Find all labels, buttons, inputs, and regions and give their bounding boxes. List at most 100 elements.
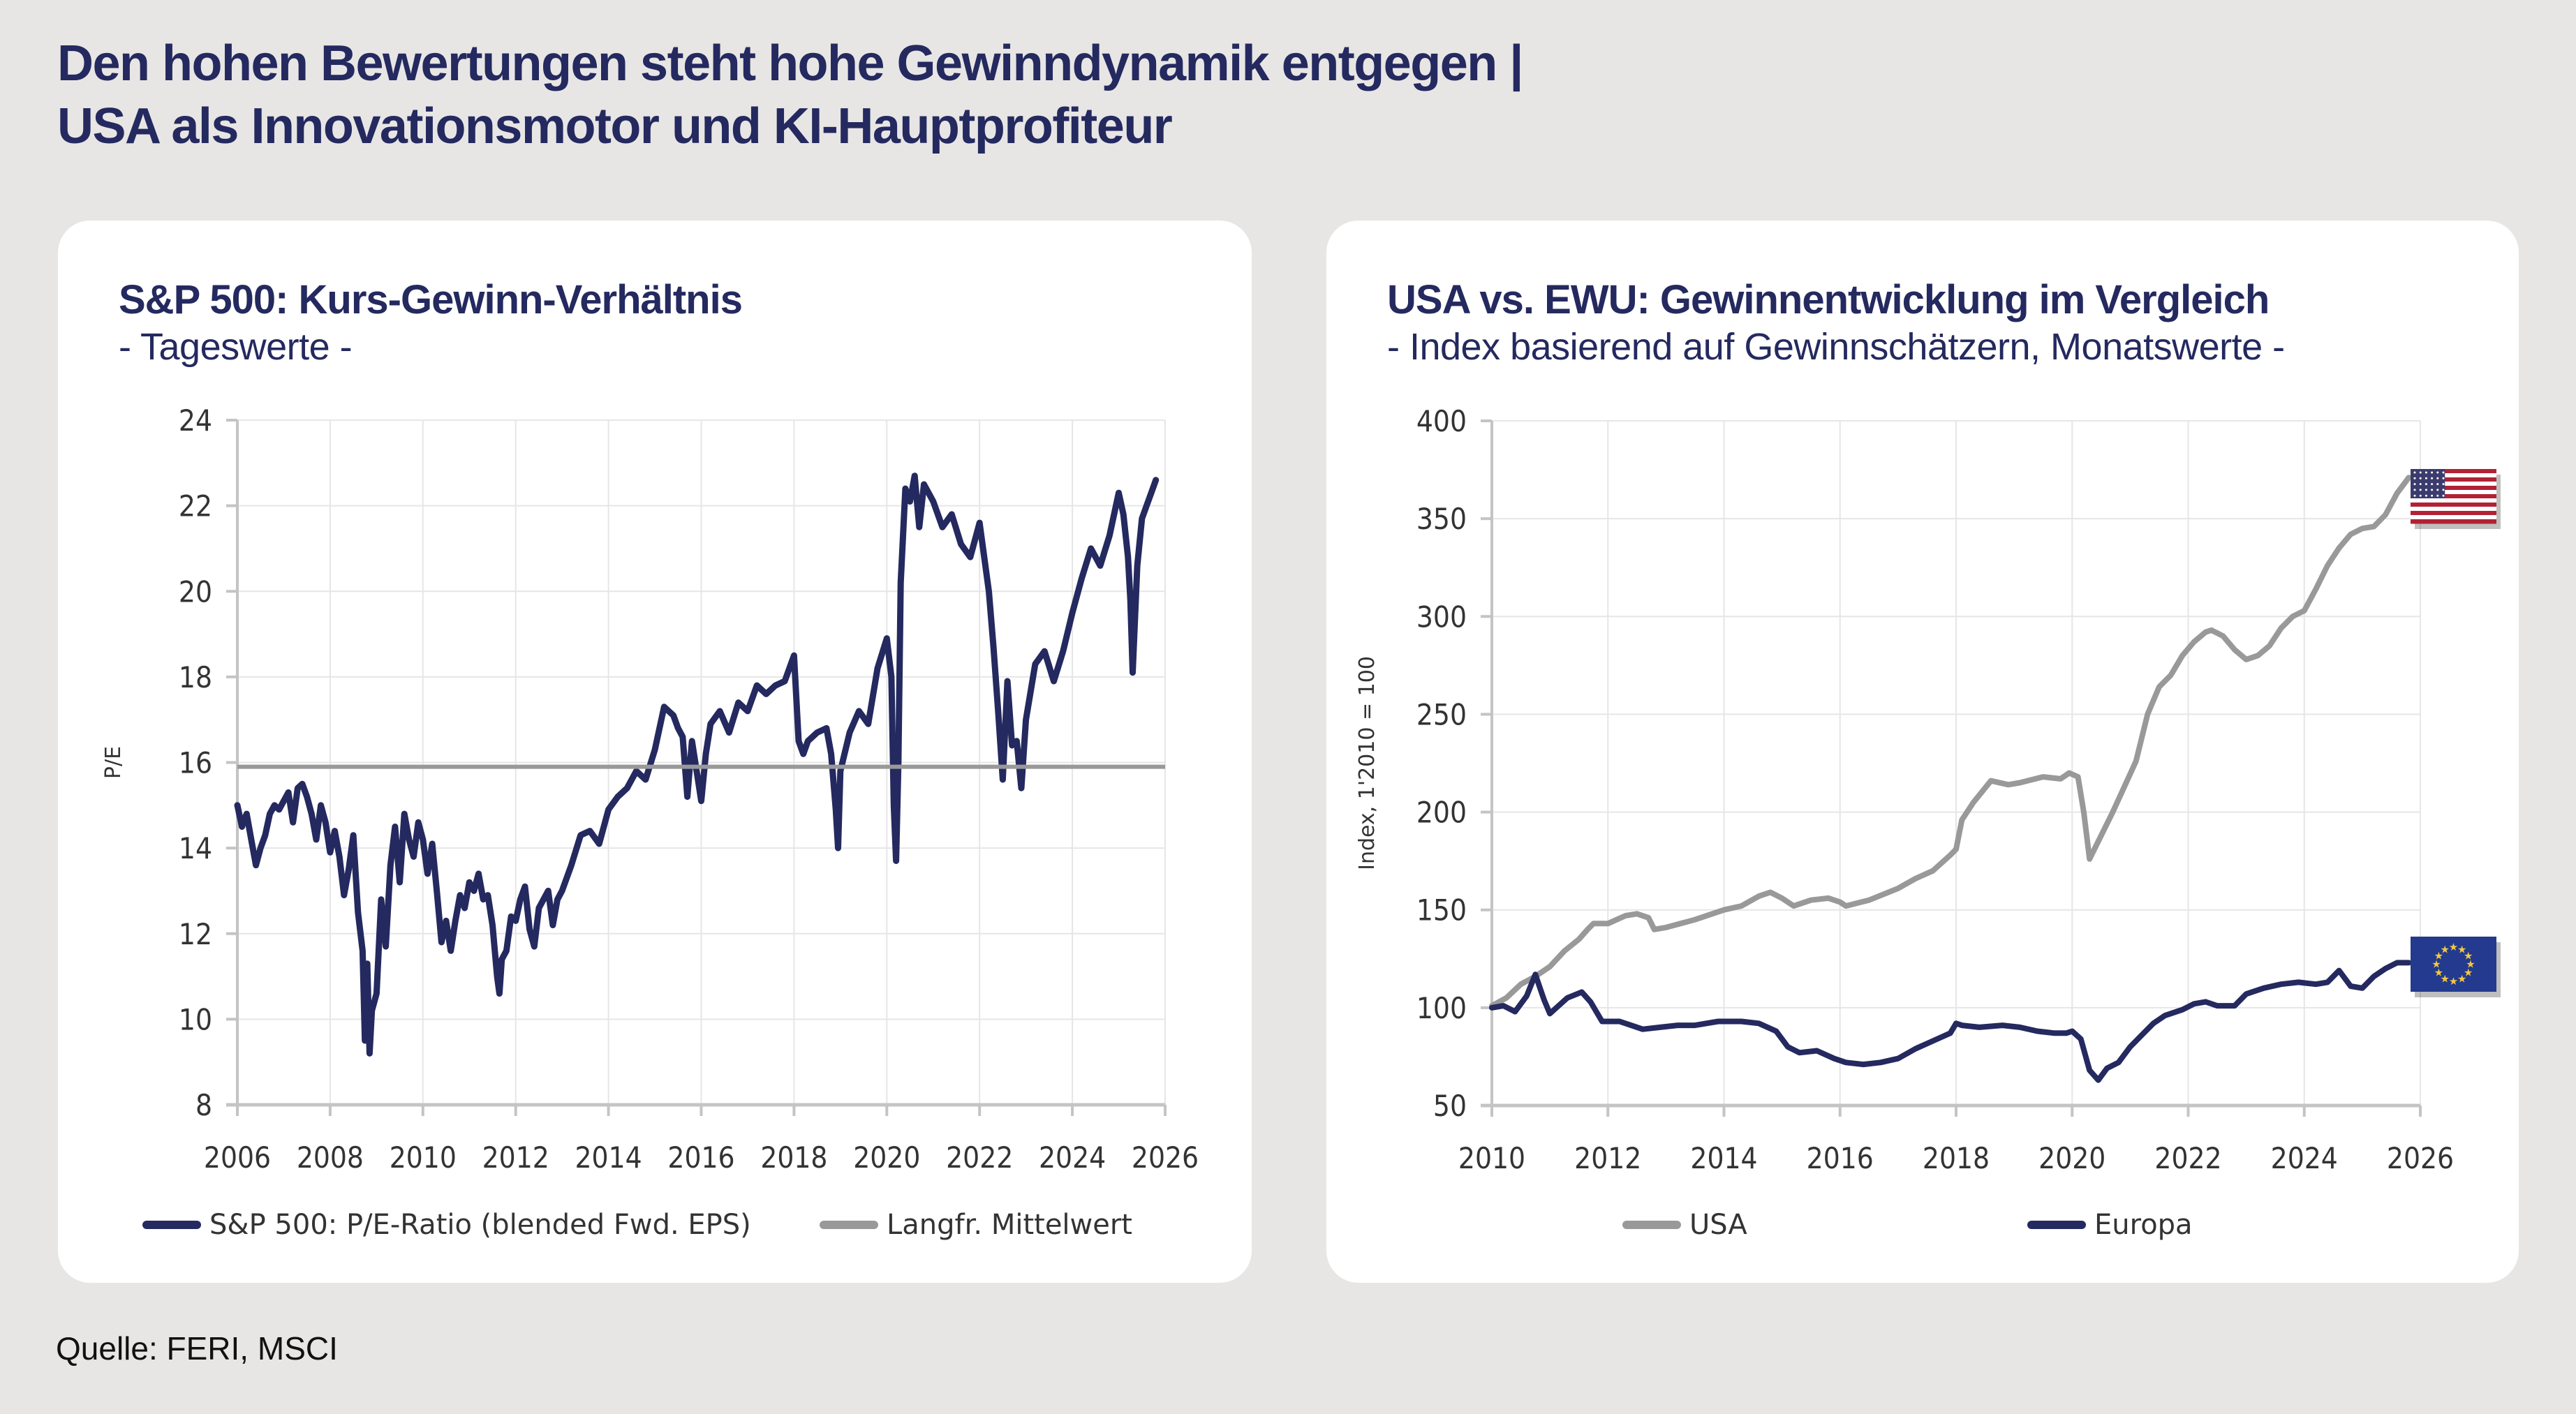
flag-star <box>2431 489 2434 491</box>
flag-star: ★ <box>2441 973 2450 985</box>
y-axis-label: Index, 1'2010 = 100 <box>1355 656 1379 870</box>
flag-stripe <box>2411 503 2496 507</box>
flag-star <box>2425 494 2427 497</box>
flag-star <box>2431 477 2434 479</box>
us-flag-icon <box>2411 469 2501 529</box>
x-tick-label: 2020 <box>2038 1141 2105 1175</box>
flag-star: ★ <box>2441 943 2450 955</box>
legend-label: Europa <box>2094 1209 2193 1241</box>
source-note: Quelle: FERI, MSCI <box>56 1330 338 1367</box>
flag-star <box>2419 471 2422 474</box>
y-tick-label: 400 <box>1416 404 1467 438</box>
page-title-line-1: Den hohen Bewertungen steht hohe Gewinnd… <box>57 36 1523 91</box>
flag-star: ★ <box>2466 958 2475 971</box>
x-tick-label: 2010 <box>390 1140 457 1175</box>
chart-subtitle: - Index basierend auf Gewinnschätzern, M… <box>1387 326 2285 368</box>
flag-star <box>2419 483 2422 486</box>
flag-star <box>2442 477 2445 479</box>
flag-star <box>2442 489 2445 491</box>
y-tick-label: 200 <box>1416 796 1467 830</box>
flag-stripe <box>2411 482 2496 486</box>
x-tick-label: 2020 <box>853 1140 920 1175</box>
series-line-s-p-500-p-e-ratio-blended-fwd-eps <box>234 472 1160 1057</box>
x-tick-label: 2006 <box>204 1140 271 1175</box>
x-tick-label: 2014 <box>575 1140 642 1175</box>
y-tick-label: 18 <box>179 660 212 694</box>
flag-star: ★ <box>2434 967 2443 979</box>
flag-star <box>2425 489 2427 491</box>
flag-star <box>2431 483 2434 486</box>
y-tick-label: 50 <box>1433 1089 1467 1123</box>
flag-star: ★ <box>2457 943 2466 955</box>
flag-stripe <box>2411 473 2496 478</box>
flag-star <box>2436 494 2439 497</box>
y-axis-label: P/E <box>101 746 126 779</box>
series-line-europa <box>1489 960 2412 1083</box>
y-tick-label: 8 <box>195 1088 212 1122</box>
series-line-usa <box>1489 475 2412 1009</box>
legend-label: Langfr. Mittelwert <box>887 1209 1132 1241</box>
y-tick-label: 300 <box>1416 600 1467 634</box>
flag-star: ★ <box>2449 941 2458 953</box>
y-tick-label: 250 <box>1416 697 1467 731</box>
x-tick-label: 2026 <box>1132 1140 1199 1175</box>
x-tick-label: 2024 <box>1039 1140 1106 1175</box>
y-tick-label: 20 <box>179 574 212 609</box>
x-tick-label: 2012 <box>1574 1141 1641 1175</box>
eu-flag-icon: ★★★★★★★★★★★★ <box>2411 937 2501 997</box>
flag-star <box>2431 494 2434 497</box>
flag-stripe <box>2411 507 2496 512</box>
chart-title: S&P 500: Kurs-Gewinn-Verhältnis <box>119 277 743 322</box>
flag-star <box>2436 471 2439 474</box>
x-tick-label: 2018 <box>760 1140 827 1175</box>
x-tick-label: 2024 <box>2271 1141 2338 1175</box>
y-tick-label: 14 <box>179 831 212 865</box>
flag-star <box>2442 483 2445 486</box>
flag-star <box>2425 483 2427 486</box>
flag-star <box>2413 477 2416 479</box>
flag-star: ★ <box>2464 949 2473 962</box>
flag-stripe <box>2411 477 2496 482</box>
x-tick-label: 2010 <box>1458 1141 1525 1175</box>
x-tick-label: 2022 <box>2154 1141 2221 1175</box>
x-tick-label: 2014 <box>1690 1141 1757 1175</box>
y-tick-label: 16 <box>179 746 212 780</box>
flag-star: ★ <box>2449 975 2458 988</box>
x-tick-label: 2016 <box>667 1140 734 1175</box>
y-tick-label: 24 <box>179 403 212 438</box>
page-title-line-2: USA als Innovationsmotor und KI-Hauptpro… <box>57 98 1173 154</box>
flag-stripe <box>2411 498 2496 503</box>
flag-star <box>2413 471 2416 474</box>
flag-star: ★ <box>2431 958 2441 971</box>
flag-field <box>2411 937 2496 992</box>
y-tick-label: 150 <box>1416 893 1467 928</box>
flag-star <box>2419 494 2422 497</box>
flag-star <box>2442 494 2445 497</box>
flag-star <box>2413 489 2416 491</box>
x-tick-label: 2018 <box>1923 1141 1990 1175</box>
legend-label: S&P 500: P/E-Ratio (blended Fwd. EPS) <box>209 1209 751 1241</box>
flag-star <box>2431 471 2434 474</box>
x-tick-label: 2016 <box>1807 1141 1874 1175</box>
flag-star <box>2436 489 2439 491</box>
flag-stripe <box>2411 486 2496 491</box>
earnings-index-chart: 50 100 150 200 250 300 350 400 2010 2012 2014 2016 2… <box>1355 404 2501 1241</box>
flag-star: ★ <box>2434 949 2443 962</box>
y-tick-label: 22 <box>179 489 212 523</box>
flag-star: ★ <box>2464 967 2473 979</box>
flag-star <box>2419 477 2422 479</box>
chart-subtitle: - Tageswerte - <box>119 326 353 368</box>
flag-stripe <box>2411 469 2496 474</box>
flag-star: ★ <box>2457 973 2466 985</box>
x-tick-label: 2026 <box>2387 1141 2454 1175</box>
flag-star <box>2413 483 2416 486</box>
y-tick-label: 100 <box>1416 991 1467 1025</box>
page-heading: Den hohen Bewertungen steht hohe Gewinnd… <box>57 32 1523 158</box>
flag-star <box>2419 489 2422 491</box>
y-tick-label: 350 <box>1416 502 1467 536</box>
legend-label: USA <box>1689 1209 1747 1241</box>
x-tick-label: 2012 <box>482 1140 549 1175</box>
flag-star <box>2413 494 2416 497</box>
